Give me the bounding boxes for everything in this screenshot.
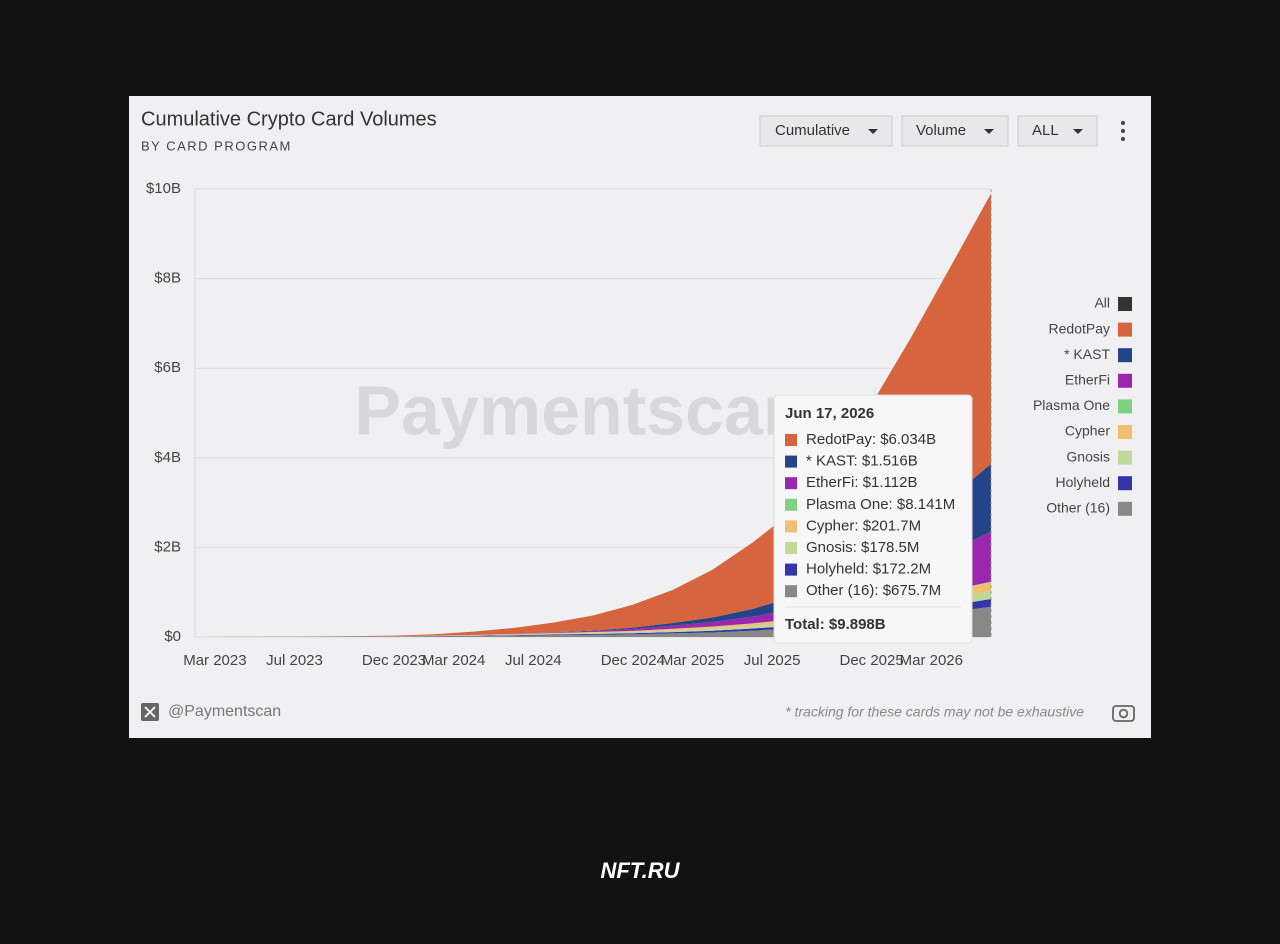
legend-label: Cypher xyxy=(1065,423,1110,439)
x-tick-label: Dec 2025 xyxy=(839,652,903,669)
legend-swatch xyxy=(1118,348,1132,363)
dropdown-label[interactable]: ALL xyxy=(1032,122,1059,139)
controls: Cumulative Volume ALL xyxy=(759,115,1125,147)
tooltip-swatch xyxy=(785,563,797,576)
tooltip-swatch xyxy=(785,477,797,490)
legend-label: EtherFi xyxy=(1065,372,1110,388)
y-tick-label: $10B xyxy=(146,180,181,197)
y-tick-label: $8B xyxy=(154,270,181,287)
caret xyxy=(984,129,994,134)
camera-button[interactable] xyxy=(1112,705,1135,722)
legend-swatch xyxy=(1118,425,1132,439)
legend-swatch xyxy=(1118,501,1132,516)
legend-swatch xyxy=(1118,297,1132,311)
watermark: Paymentscan xyxy=(354,371,805,449)
legend-label: Holyheld xyxy=(1056,474,1110,490)
tooltip-swatch xyxy=(785,455,797,468)
legend-swatch xyxy=(1118,476,1132,491)
caret xyxy=(1073,129,1083,134)
tooltip-total: Total: $9.898B xyxy=(785,616,886,633)
tooltip-item: * KAST: $1.516B xyxy=(806,453,918,470)
legend-label: Plasma One xyxy=(1033,397,1110,413)
y-tick-label: $2B xyxy=(154,538,181,555)
x-tick-label: Jul 2024 xyxy=(505,652,562,669)
chart-subtitle: BY CARD PROGRAM xyxy=(141,138,292,153)
tooltip-item: Holyheld: $172.2M xyxy=(806,561,931,578)
legend-swatch xyxy=(1118,322,1132,337)
dropdown-label[interactable]: Cumulative xyxy=(775,122,850,139)
legend: All RedotPay * KAST EtherFi Plasma One Cypher… xyxy=(1033,295,1132,516)
dropdown[interactable] xyxy=(1017,115,1098,147)
tooltip-item: Plasma One: $8.141M xyxy=(806,496,955,513)
legend-label: Gnosis xyxy=(1066,448,1110,464)
tooltip-box xyxy=(773,394,973,644)
legend-swatch xyxy=(1118,399,1132,414)
dropdown-label[interactable]: Volume xyxy=(916,122,966,139)
plot: $0 $2B $4B $6B $8B $10B Mar 2023 Jul 2023 Dec 20… xyxy=(146,180,991,669)
tooltip-date: Jun 17, 2026 xyxy=(785,405,874,422)
tooltip-item: Other (16): $675.7M xyxy=(806,582,941,599)
legend-swatch xyxy=(1118,373,1132,388)
legend-label: RedotPay xyxy=(1049,320,1110,336)
legend-label: Other (16) xyxy=(1046,500,1110,516)
x-tick-label: Jul 2025 xyxy=(744,652,801,669)
caret xyxy=(868,129,878,134)
tooltip-item: Cypher: $201.7M xyxy=(806,517,921,534)
tooltip-swatch xyxy=(785,585,797,598)
tooltip-swatch xyxy=(785,498,797,511)
legend-label: * KAST xyxy=(1064,346,1110,362)
x-tick-label: Mar 2025 xyxy=(661,652,724,669)
menu-button[interactable] xyxy=(1121,121,1125,141)
footnote: * tracking for these cards may not be ex… xyxy=(785,704,1084,720)
legend-label: All xyxy=(1094,295,1110,311)
x-tick-label: Mar 2026 xyxy=(900,652,963,669)
chart-title: Cumulative Crypto Card Volumes xyxy=(141,108,437,130)
tooltip: Jun 17, 2026 Total: $9.898B RedotPay: $6… xyxy=(773,394,973,644)
tooltip-item: RedotPay: $6.034B xyxy=(806,431,936,448)
brand: NFT.RU xyxy=(600,858,680,883)
y-tick-label: $4B xyxy=(154,449,181,466)
x-tick-label: Jul 2023 xyxy=(266,652,323,669)
y-tick-label: $6B xyxy=(154,359,181,376)
tooltip-item: EtherFi: $1.112B xyxy=(806,474,917,491)
legend-swatch xyxy=(1118,450,1132,465)
x-tick-label: Mar 2023 xyxy=(183,652,246,669)
x-tick-label: Dec 2024 xyxy=(601,652,665,669)
tooltip-swatch xyxy=(785,434,797,446)
tooltip-item: Gnosis: $178.5M xyxy=(806,539,919,556)
footer-handle: @Paymentscan xyxy=(168,703,281,720)
x-tick-label: Mar 2024 xyxy=(422,652,485,669)
x-logo-mark xyxy=(144,706,156,718)
tooltip-swatch xyxy=(785,520,797,533)
x-tick-label: Dec 2023 xyxy=(362,652,426,669)
y-tick-label: $0 xyxy=(164,628,181,645)
tooltip-swatch xyxy=(785,542,797,554)
